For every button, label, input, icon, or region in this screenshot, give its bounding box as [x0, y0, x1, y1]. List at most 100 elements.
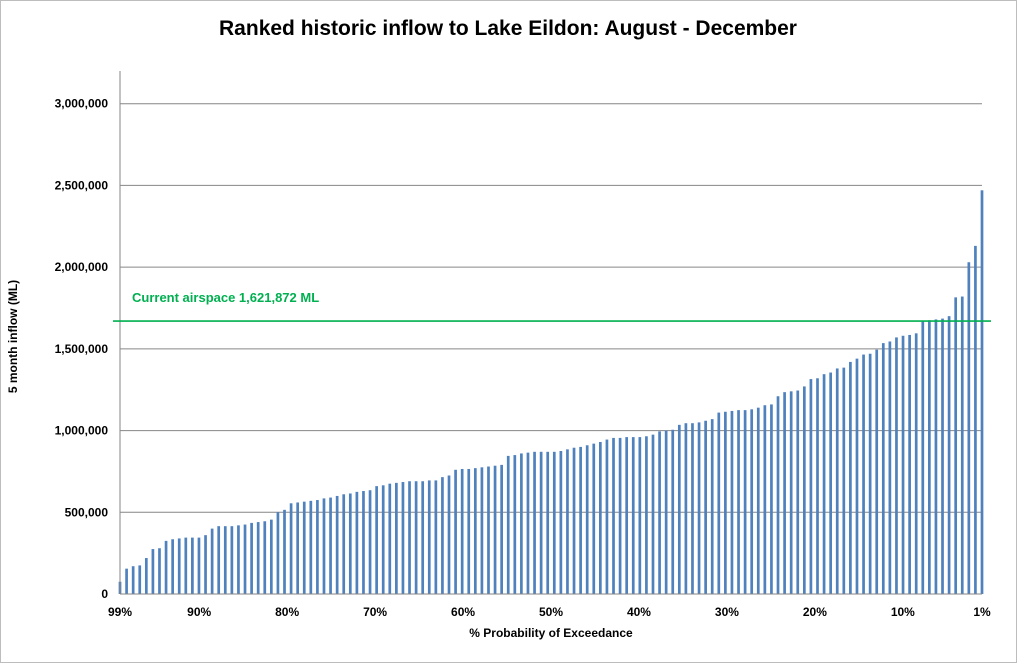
bar	[395, 482, 398, 594]
bar	[730, 410, 734, 594]
bar	[520, 453, 523, 594]
bar	[263, 521, 267, 594]
bar	[289, 503, 293, 594]
bar	[223, 526, 227, 594]
bar	[625, 437, 629, 594]
bar	[355, 491, 359, 594]
x-tick-label: 90%	[187, 605, 211, 619]
bar	[618, 437, 622, 594]
bar	[171, 539, 174, 594]
x-tick-label: 50%	[539, 605, 563, 619]
x-tick-label: 80%	[275, 605, 299, 619]
bar	[434, 480, 438, 594]
bar	[862, 354, 865, 594]
bar	[638, 437, 642, 594]
bar	[645, 436, 648, 594]
bar	[184, 537, 188, 594]
x-axis-label: % Probability of Exceedance	[469, 626, 633, 640]
bar	[362, 491, 365, 594]
bar	[908, 334, 911, 594]
bar	[480, 467, 484, 594]
bar	[256, 522, 260, 594]
bar	[697, 422, 701, 594]
bar	[710, 419, 714, 594]
bar	[605, 439, 609, 594]
bar	[816, 378, 819, 594]
bar	[770, 404, 773, 594]
bar	[572, 447, 576, 594]
bar	[592, 443, 596, 594]
bar	[776, 396, 780, 594]
bar	[842, 367, 846, 594]
bar	[875, 349, 879, 594]
bar	[204, 535, 207, 594]
x-tick-label: 20%	[803, 605, 827, 619]
bar	[631, 437, 635, 594]
bar	[895, 337, 898, 594]
bar	[243, 524, 247, 594]
x-tick-label: 30%	[715, 605, 739, 619]
bar	[717, 412, 721, 594]
bar	[855, 358, 859, 594]
bar	[500, 464, 503, 594]
bar	[901, 335, 905, 594]
bar	[408, 481, 411, 594]
x-tick-label: 1%	[973, 605, 991, 619]
bar	[329, 497, 332, 594]
bar	[296, 502, 300, 594]
bar	[928, 320, 931, 594]
bar	[309, 500, 313, 594]
bar	[217, 526, 221, 594]
bar	[974, 245, 977, 595]
bar	[269, 519, 273, 594]
chart-title: Ranked historic inflow to Lake Eildon: A…	[219, 17, 797, 40]
bar	[375, 486, 378, 594]
bar	[335, 495, 339, 594]
bar	[283, 509, 286, 594]
bar	[539, 451, 543, 594]
bar	[658, 431, 661, 594]
bar	[822, 374, 826, 594]
bar	[789, 391, 793, 594]
x-tick-label: 60%	[451, 605, 475, 619]
bar	[914, 333, 918, 594]
x-tick-label: 10%	[891, 605, 915, 619]
bar	[756, 407, 760, 594]
bar	[691, 423, 694, 594]
bar	[651, 434, 655, 594]
y-axis-label: 5 month inflow (ML)	[6, 280, 20, 393]
bar	[934, 319, 938, 594]
bar	[302, 501, 306, 594]
bar	[941, 318, 944, 594]
reference-line-label: Current airspace 1,621,872 ML	[132, 290, 319, 305]
y-tick-label: 1,500,000	[55, 342, 109, 356]
bar	[427, 480, 431, 594]
y-tick-label: 3,000,000	[55, 97, 109, 111]
bars	[118, 190, 984, 595]
bar	[849, 361, 852, 594]
bar	[191, 537, 194, 594]
bar	[467, 468, 471, 594]
bar	[151, 549, 155, 594]
bar	[138, 565, 142, 594]
y-tick-label: 0	[101, 587, 108, 601]
bar	[671, 429, 675, 594]
bar	[454, 469, 457, 594]
x-tick-label: 40%	[627, 605, 651, 619]
bar	[677, 424, 681, 594]
bar	[684, 423, 688, 594]
y-tick-label: 2,500,000	[55, 178, 109, 192]
bar	[250, 522, 253, 594]
bar	[802, 386, 806, 594]
bar	[322, 498, 326, 594]
bar	[381, 485, 385, 594]
bar	[230, 526, 234, 594]
bar	[210, 528, 214, 594]
bar	[947, 316, 951, 594]
bar	[559, 450, 563, 594]
bar	[493, 465, 497, 594]
gridlines	[120, 103, 982, 513]
bar	[888, 341, 892, 594]
bar	[316, 500, 319, 594]
